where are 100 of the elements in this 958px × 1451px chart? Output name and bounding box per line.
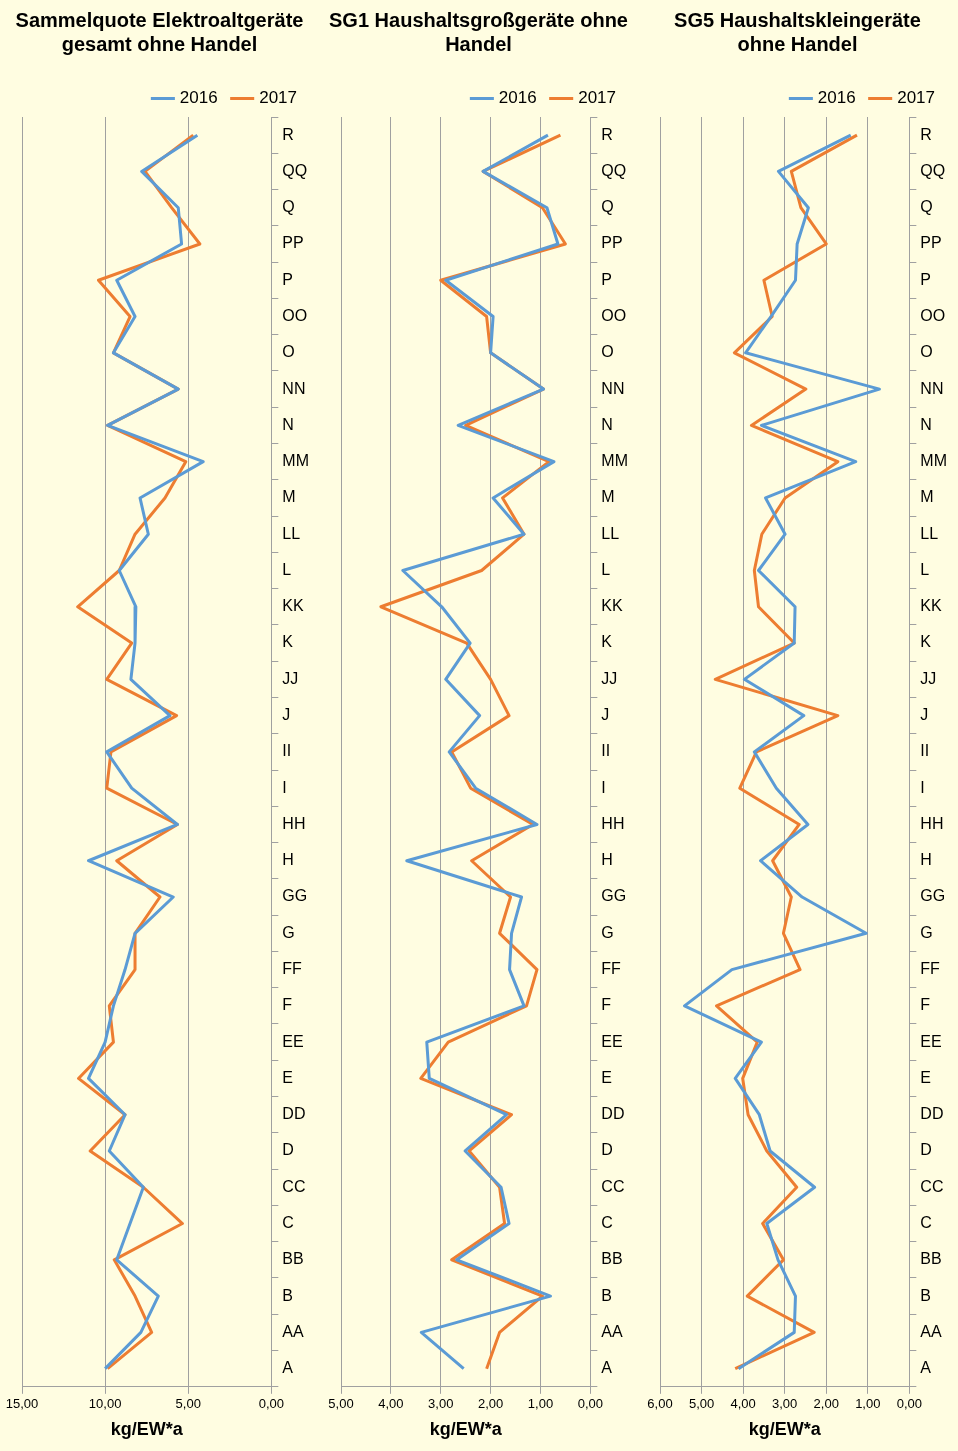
y-tick-label: H: [601, 851, 613, 869]
x-tick-label: 1,00: [527, 1396, 554, 1412]
y-tick-label: BB: [920, 1250, 942, 1268]
y-tick-label: KK: [601, 597, 624, 615]
y-tick-label: FF: [601, 959, 622, 977]
y-tick-label: R: [920, 125, 932, 143]
y-tick-label: C: [601, 1213, 613, 1231]
y-tick-label: E: [282, 1068, 294, 1086]
x-tick-label: 0,00: [896, 1396, 922, 1412]
y-tick-label: II: [601, 742, 611, 760]
x-tick-label: 4,00: [378, 1396, 404, 1412]
y-tick-label: MM: [920, 452, 947, 470]
y-tick-label: JJ: [601, 669, 618, 687]
legend-label: 2016: [179, 88, 218, 108]
x-tick-label: 4,00: [730, 1396, 756, 1412]
y-tick-label: HH: [282, 814, 306, 832]
y-tick-label: EE: [601, 1032, 623, 1050]
y-tick-label: L: [920, 560, 930, 578]
y-tick-label: I: [282, 778, 287, 796]
y-tick-label: L: [601, 560, 611, 578]
y-tick-label: KK: [920, 597, 943, 615]
y-tick-label: CC: [920, 1177, 944, 1195]
y-tick-label: R: [282, 125, 294, 143]
x-tick-label: 0,00: [258, 1396, 284, 1412]
y-tick-label: G: [920, 923, 933, 941]
y-tick-label: B: [601, 1286, 613, 1304]
y-tick-label: AA: [601, 1322, 624, 1340]
x-tick-label: 3,00: [772, 1396, 798, 1412]
y-tick-label: N: [282, 415, 294, 433]
y-tick-label: QQ: [282, 161, 308, 179]
chart-title: SG1 Haushaltsgroßgeräte ohne Handel: [328, 8, 629, 57]
y-tick-label: O: [920, 343, 933, 361]
y-tick-label: A: [920, 1359, 932, 1377]
y-tick-label: LL: [920, 524, 939, 542]
y-tick-label: I: [601, 778, 606, 796]
y-tick-label: R: [601, 125, 613, 143]
y-tick-label: CC: [601, 1177, 625, 1195]
y-tick-label: J: [282, 706, 291, 724]
y-tick-label: Q: [601, 198, 614, 216]
y-tick-label: AA: [920, 1322, 943, 1340]
y-tick-label: KK: [282, 597, 305, 615]
y-tick-label: HH: [601, 814, 625, 832]
y-tick-label: GG: [282, 887, 308, 905]
y-tick-label: M: [920, 488, 934, 506]
y-tick-label: LL: [282, 524, 301, 542]
y-tick-label: QQ: [601, 161, 627, 179]
y-tick-label: B: [920, 1286, 932, 1304]
y-tick-label: AA: [282, 1322, 305, 1340]
y-tick-label: M: [282, 488, 296, 506]
y-tick-label: P: [601, 270, 613, 288]
y-tick-label: PP: [920, 234, 942, 252]
y-tick-label: QQ: [920, 161, 946, 179]
y-tick-label: M: [601, 488, 615, 506]
legend-label: 2016: [498, 88, 537, 108]
x-tick-label: 10,00: [88, 1396, 122, 1412]
y-tick-label: G: [601, 923, 614, 941]
legend-label: 2017: [578, 88, 617, 108]
y-tick-label: K: [282, 633, 294, 651]
y-tick-label: P: [282, 270, 294, 288]
y-tick-label: P: [920, 270, 932, 288]
y-tick-label: MM: [282, 452, 309, 470]
y-tick-label: F: [601, 996, 612, 1014]
x-axis-title: kg/EW*a: [748, 1419, 822, 1440]
y-tick-label: DD: [920, 1105, 944, 1123]
x-tick-label: 3,00: [428, 1396, 454, 1412]
x-tick-label: 15,00: [5, 1396, 39, 1412]
y-tick-label: JJ: [282, 669, 299, 687]
y-tick-label: PP: [601, 234, 623, 252]
y-tick-label: D: [282, 1141, 294, 1159]
x-tick-label: 2,00: [477, 1396, 504, 1412]
x-tick-label: 2,00: [813, 1396, 839, 1412]
y-tick-label: LL: [601, 524, 620, 542]
y-tick-label: L: [282, 560, 292, 578]
y-tick-label: C: [282, 1213, 294, 1231]
y-tick-label: F: [282, 996, 293, 1014]
y-tick-label: FF: [920, 959, 941, 977]
y-tick-label: E: [601, 1068, 613, 1086]
y-tick-label: NN: [282, 379, 306, 397]
y-tick-label: NN: [920, 379, 944, 397]
y-tick-label: H: [282, 851, 294, 869]
y-tick-label: J: [920, 706, 929, 724]
y-tick-label: G: [282, 923, 295, 941]
y-tick-label: K: [601, 633, 613, 651]
y-tick-label: E: [920, 1068, 932, 1086]
y-tick-label: DD: [282, 1105, 306, 1123]
y-tick-label: II: [282, 742, 292, 760]
y-tick-label: O: [601, 343, 614, 361]
y-tick-label: Q: [282, 198, 295, 216]
x-tick-label: 5,00: [688, 1396, 715, 1412]
y-tick-label: JJ: [920, 669, 937, 687]
y-tick-label: F: [920, 996, 931, 1014]
y-tick-label: OO: [601, 306, 627, 324]
x-tick-label: 5,00: [328, 1396, 354, 1412]
x-tick-label: 1,00: [855, 1396, 881, 1412]
y-tick-label: O: [282, 343, 295, 361]
y-tick-label: I: [920, 778, 925, 796]
y-tick-label: OO: [920, 306, 946, 324]
x-tick-label: 5,00: [175, 1396, 201, 1412]
y-tick-label: N: [920, 415, 932, 433]
x-tick-label: 6,00: [647, 1396, 673, 1412]
